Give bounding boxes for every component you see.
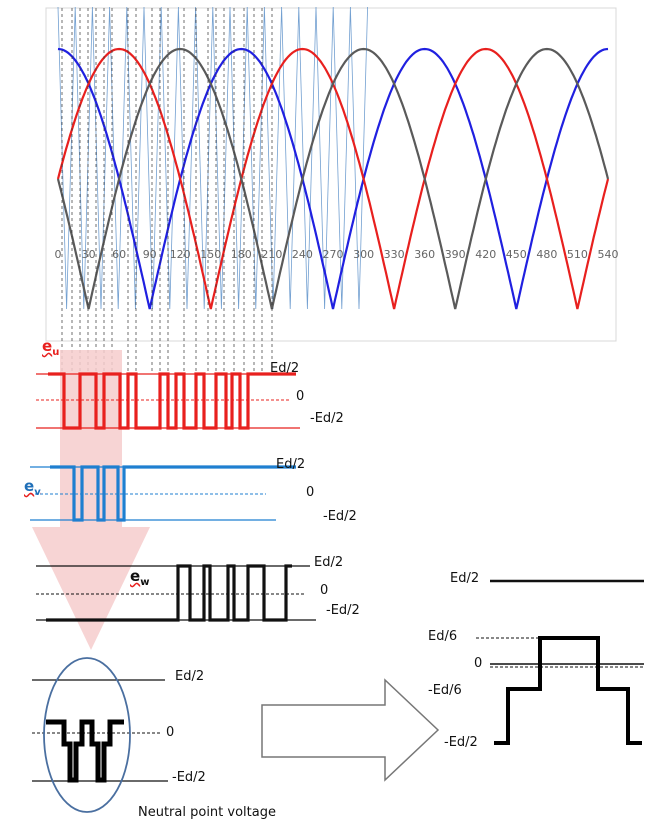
x-tick-label: 0 — [54, 248, 62, 261]
sine-references — [56, 47, 610, 310]
eu-symbol: eu — [42, 337, 60, 358]
neutral-top-label: Ed/2 — [175, 669, 205, 684]
x-tick-label: 90 — [142, 248, 157, 261]
x-tick-label: 240 — [291, 248, 313, 261]
result-top-label: Ed/2 — [450, 571, 480, 586]
x-tick-label: 540 — [597, 248, 619, 261]
ew-bottom-label: -Ed/2 — [326, 603, 360, 618]
result-zero-label: 0 — [474, 656, 483, 671]
ew-wave — [46, 564, 292, 622]
x-tick-label: 420 — [475, 248, 497, 261]
down-arrow — [32, 350, 150, 650]
eu-top-label: Ed/2 — [270, 361, 300, 376]
ew-mid-label: 0 — [320, 583, 329, 598]
x-tick-label: 450 — [505, 248, 527, 261]
result-ned6-label: -Ed/6 — [428, 683, 462, 698]
x-tick-label: 210 — [261, 248, 283, 261]
x-tick-label: 360 — [414, 248, 436, 261]
eu-bottom-label: -Ed/2 — [310, 411, 344, 426]
ev-top-label: Ed/2 — [276, 457, 306, 472]
x-tick-label: 180 — [230, 248, 252, 261]
result-ed6-label: Ed/6 — [428, 629, 458, 644]
carrier-wave — [57, 6, 368, 310]
x-tick-label: 60 — [112, 248, 127, 261]
carrier-triangles — [57, 6, 368, 310]
eu-wave — [48, 372, 296, 430]
ev-bottom-label: -Ed/2 — [323, 509, 357, 524]
neutral-point-wave — [46, 719, 124, 783]
x-tick-label: 390 — [444, 248, 466, 261]
eu-mid-label: 0 — [296, 389, 305, 404]
neutral-bottom-label: -Ed/2 — [172, 770, 206, 785]
ew-top-label: Ed/2 — [314, 555, 344, 570]
ev-mid-label: 0 — [306, 485, 315, 500]
x-tick-label: 300 — [353, 248, 375, 261]
right-arrow — [261, 678, 440, 782]
x-tick-label: 270 — [322, 248, 344, 261]
result-section — [476, 579, 644, 745]
result-bottom-label: -Ed/2 — [444, 735, 478, 750]
x-tick-label: 330 — [383, 248, 405, 261]
crossing-guide-lines — [61, 8, 273, 372]
ev-wave — [50, 465, 296, 522]
x-tick-label: 30 — [81, 248, 96, 261]
neutral-mid-label: 0 — [166, 725, 175, 740]
ev-symbol: ev — [24, 477, 41, 498]
ew-symbol: ew — [130, 567, 150, 588]
sine-v — [57, 47, 609, 310]
result-wave — [494, 636, 642, 745]
neutral-point-section — [32, 657, 168, 813]
x-tick-label: 510 — [566, 248, 588, 261]
neutral-caption: Neutral point voltage — [138, 805, 276, 820]
x-tick-label: 150 — [200, 248, 222, 261]
neutral-ellipse — [43, 657, 131, 813]
sine-w — [56, 47, 610, 310]
phase-voltage-waves — [30, 372, 316, 622]
x-tick-label: 120 — [169, 248, 191, 261]
x-tick-label: 480 — [536, 248, 558, 261]
